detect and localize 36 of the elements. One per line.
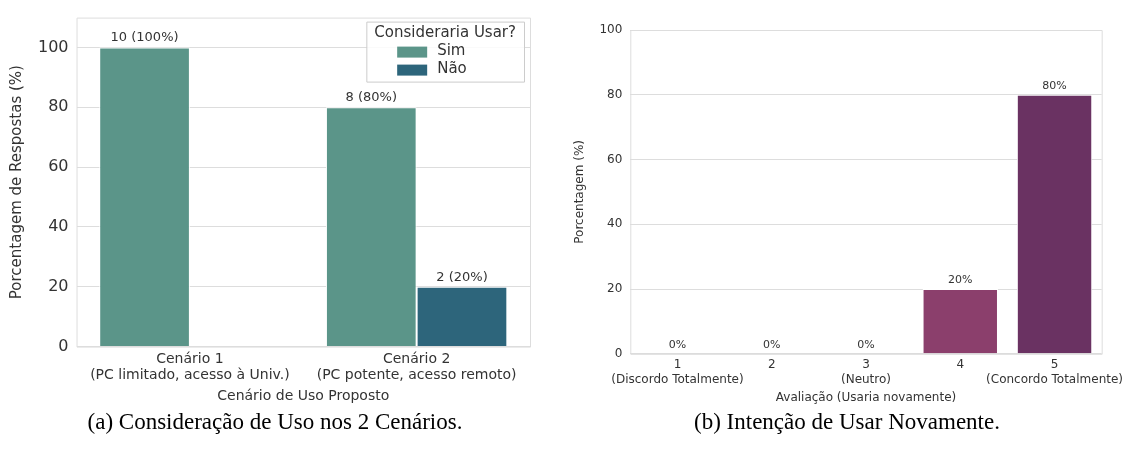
text: (a) Consideração de Uso nos 2 Cenários. (86, 409, 464, 435)
text: (b) Intenção de Usar Novamente. (693, 409, 1001, 435)
y-axis-title: Porcentagem (%) (572, 140, 587, 244)
y-tick-label: 100 (599, 22, 623, 37)
legend-label: Sim (437, 41, 466, 60)
x-tick-label: 5 (Concordo Totalmente) (986, 357, 1123, 386)
data-label: 2 (20%) (436, 268, 488, 284)
y-tick-label: 0 (614, 345, 623, 360)
data-label: 0% (857, 338, 875, 352)
y-tick-label: 20 (48, 275, 69, 295)
x-tick-label: 3 (Neutro) (840, 357, 892, 386)
data-label: 8 (80%) (345, 89, 398, 105)
data-label: 0% (668, 338, 687, 352)
y-tick-label: 100 (37, 36, 69, 56)
y-tick-label: 60 (607, 151, 623, 166)
data-label: 10 (100%) (110, 29, 179, 45)
legend-label: Não (437, 59, 467, 78)
data-label: 0% (762, 338, 781, 352)
y-tick-label: 40 (48, 216, 69, 236)
y-tick-label: 0 (58, 335, 69, 355)
y-tick-label: 60 (48, 156, 69, 176)
x-tick-label: Cenário 2 (PC potente, acesso remoto) (316, 349, 517, 383)
data-label: 20% (948, 273, 973, 287)
y-axis-title: Porcentagem de Respostas (%) (6, 65, 25, 300)
x-tick-label: 4 (956, 357, 965, 372)
x-tick-label: 1 (Discordo Totalmente) (611, 357, 744, 386)
y-tick-label: 80 (48, 96, 69, 116)
y-tick-label: 20 (607, 281, 623, 296)
y-tick-label: 80 (607, 86, 623, 101)
data-label: 80% (1042, 79, 1067, 93)
x-axis-title: Avaliação (Usaria novamente) (775, 389, 957, 404)
y-tick-label: 40 (607, 216, 623, 231)
legend-title: Consideraria Usar? (374, 23, 517, 42)
x-tick-label: Cenário 1 (PC limitado, acesso à Univ.) (90, 349, 290, 383)
x-axis-title: Cenário de Uso Proposto (217, 387, 390, 404)
x-tick-label: 2 (767, 357, 776, 372)
